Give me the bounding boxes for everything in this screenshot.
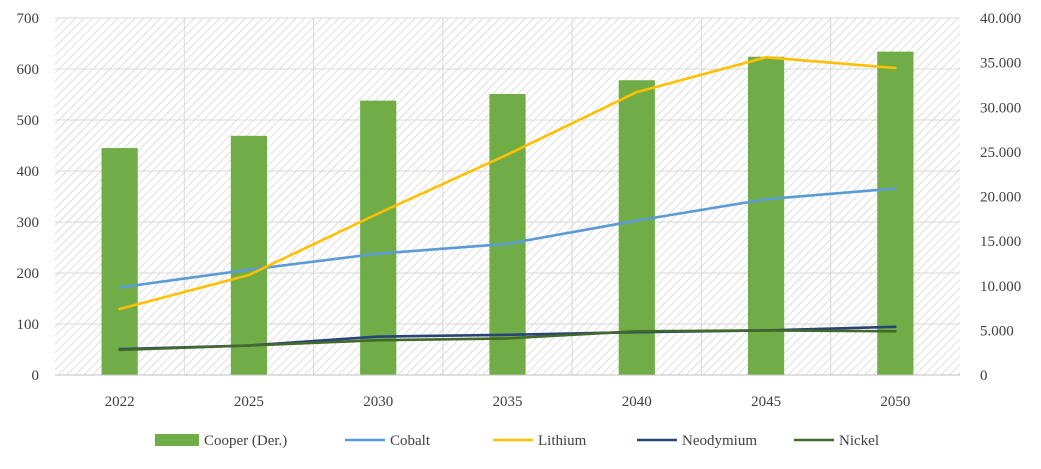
x-axis-tick-label: 2045 <box>751 394 781 410</box>
legend-item-neodymium: Neodymium <box>637 433 757 449</box>
bar-cooper-der <box>877 51 914 375</box>
x-axis-tick-label: 2025 <box>234 394 264 410</box>
legend-label: Nickel <box>839 433 879 449</box>
right-axis-tick-label: 0 <box>980 368 988 384</box>
series-lines <box>118 55 897 352</box>
line-lithium <box>118 55 897 311</box>
x-axis-ticks: 2022 2025 2030 2035 2040 2045 2050 <box>105 394 911 410</box>
bar-cooper-der <box>747 56 785 375</box>
legend-swatch <box>155 434 199 446</box>
line-cobalt <box>118 187 897 289</box>
legend-label: Cooper (Der.) <box>204 433 287 449</box>
bar-cooper-der <box>101 148 138 375</box>
left-axis-tick-label: 0 <box>32 368 40 384</box>
line-nickel <box>118 329 897 352</box>
left-axis-tick-label: 300 <box>17 215 40 231</box>
legend-item-nickel: Nickel <box>794 433 879 449</box>
right-axis-tick-label: 20.000 <box>980 190 1021 206</box>
left-axis-tick-label: 700 <box>17 11 40 27</box>
right-axis-tick-label: 40.000 <box>980 11 1021 27</box>
left-axis-tick-label: 600 <box>17 62 40 78</box>
left-axis-tick-label: 400 <box>17 164 40 180</box>
legend-item-cooper-der: Cooper (Der.) <box>155 433 287 449</box>
right-axis-tick-label: 5.000 <box>980 323 1014 339</box>
legend-item-lithium: Lithium <box>493 433 587 449</box>
right-axis-tick-label: 35.000 <box>980 56 1021 72</box>
legend-label: Cobalt <box>390 433 431 449</box>
bar-cooper-der <box>618 80 655 375</box>
x-axis-tick-label: 2050 <box>880 394 910 410</box>
left-axis-tick-label: 200 <box>17 266 40 282</box>
x-axis-tick-label: 2035 <box>493 394 523 410</box>
legend-item-cobalt: Cobalt <box>345 433 431 449</box>
left-axis-tick-label: 100 <box>17 317 40 333</box>
right-axis-tick-label: 15.000 <box>980 234 1021 250</box>
right-axis-ticks: 0 5.000 10.000 15.000 20.000 25.000 30.000 35.0… <box>980 11 1021 384</box>
x-axis-tick-label: 2040 <box>622 394 652 410</box>
bars <box>101 51 914 376</box>
left-axis-ticks: 0 100 200 300 400 500 600 700 <box>17 11 40 384</box>
bar-cooper-der <box>489 93 526 376</box>
bar-cooper-der <box>360 100 397 376</box>
legend: Cooper (Der.) Cobalt Lithium Neodymium Nicke… <box>155 433 879 449</box>
x-axis-tick-label: 2022 <box>105 394 135 410</box>
right-axis-tick-label: 10.000 <box>980 279 1021 295</box>
right-axis-tick-label: 25.000 <box>980 145 1021 161</box>
right-axis-tick-label: 30.000 <box>980 100 1021 116</box>
left-axis-tick-label: 500 <box>17 113 40 129</box>
bar-cooper-der <box>230 135 268 375</box>
legend-label: Neodymium <box>682 433 757 449</box>
legend-label: Lithium <box>538 433 587 449</box>
x-axis-tick-label: 2030 <box>363 394 393 410</box>
